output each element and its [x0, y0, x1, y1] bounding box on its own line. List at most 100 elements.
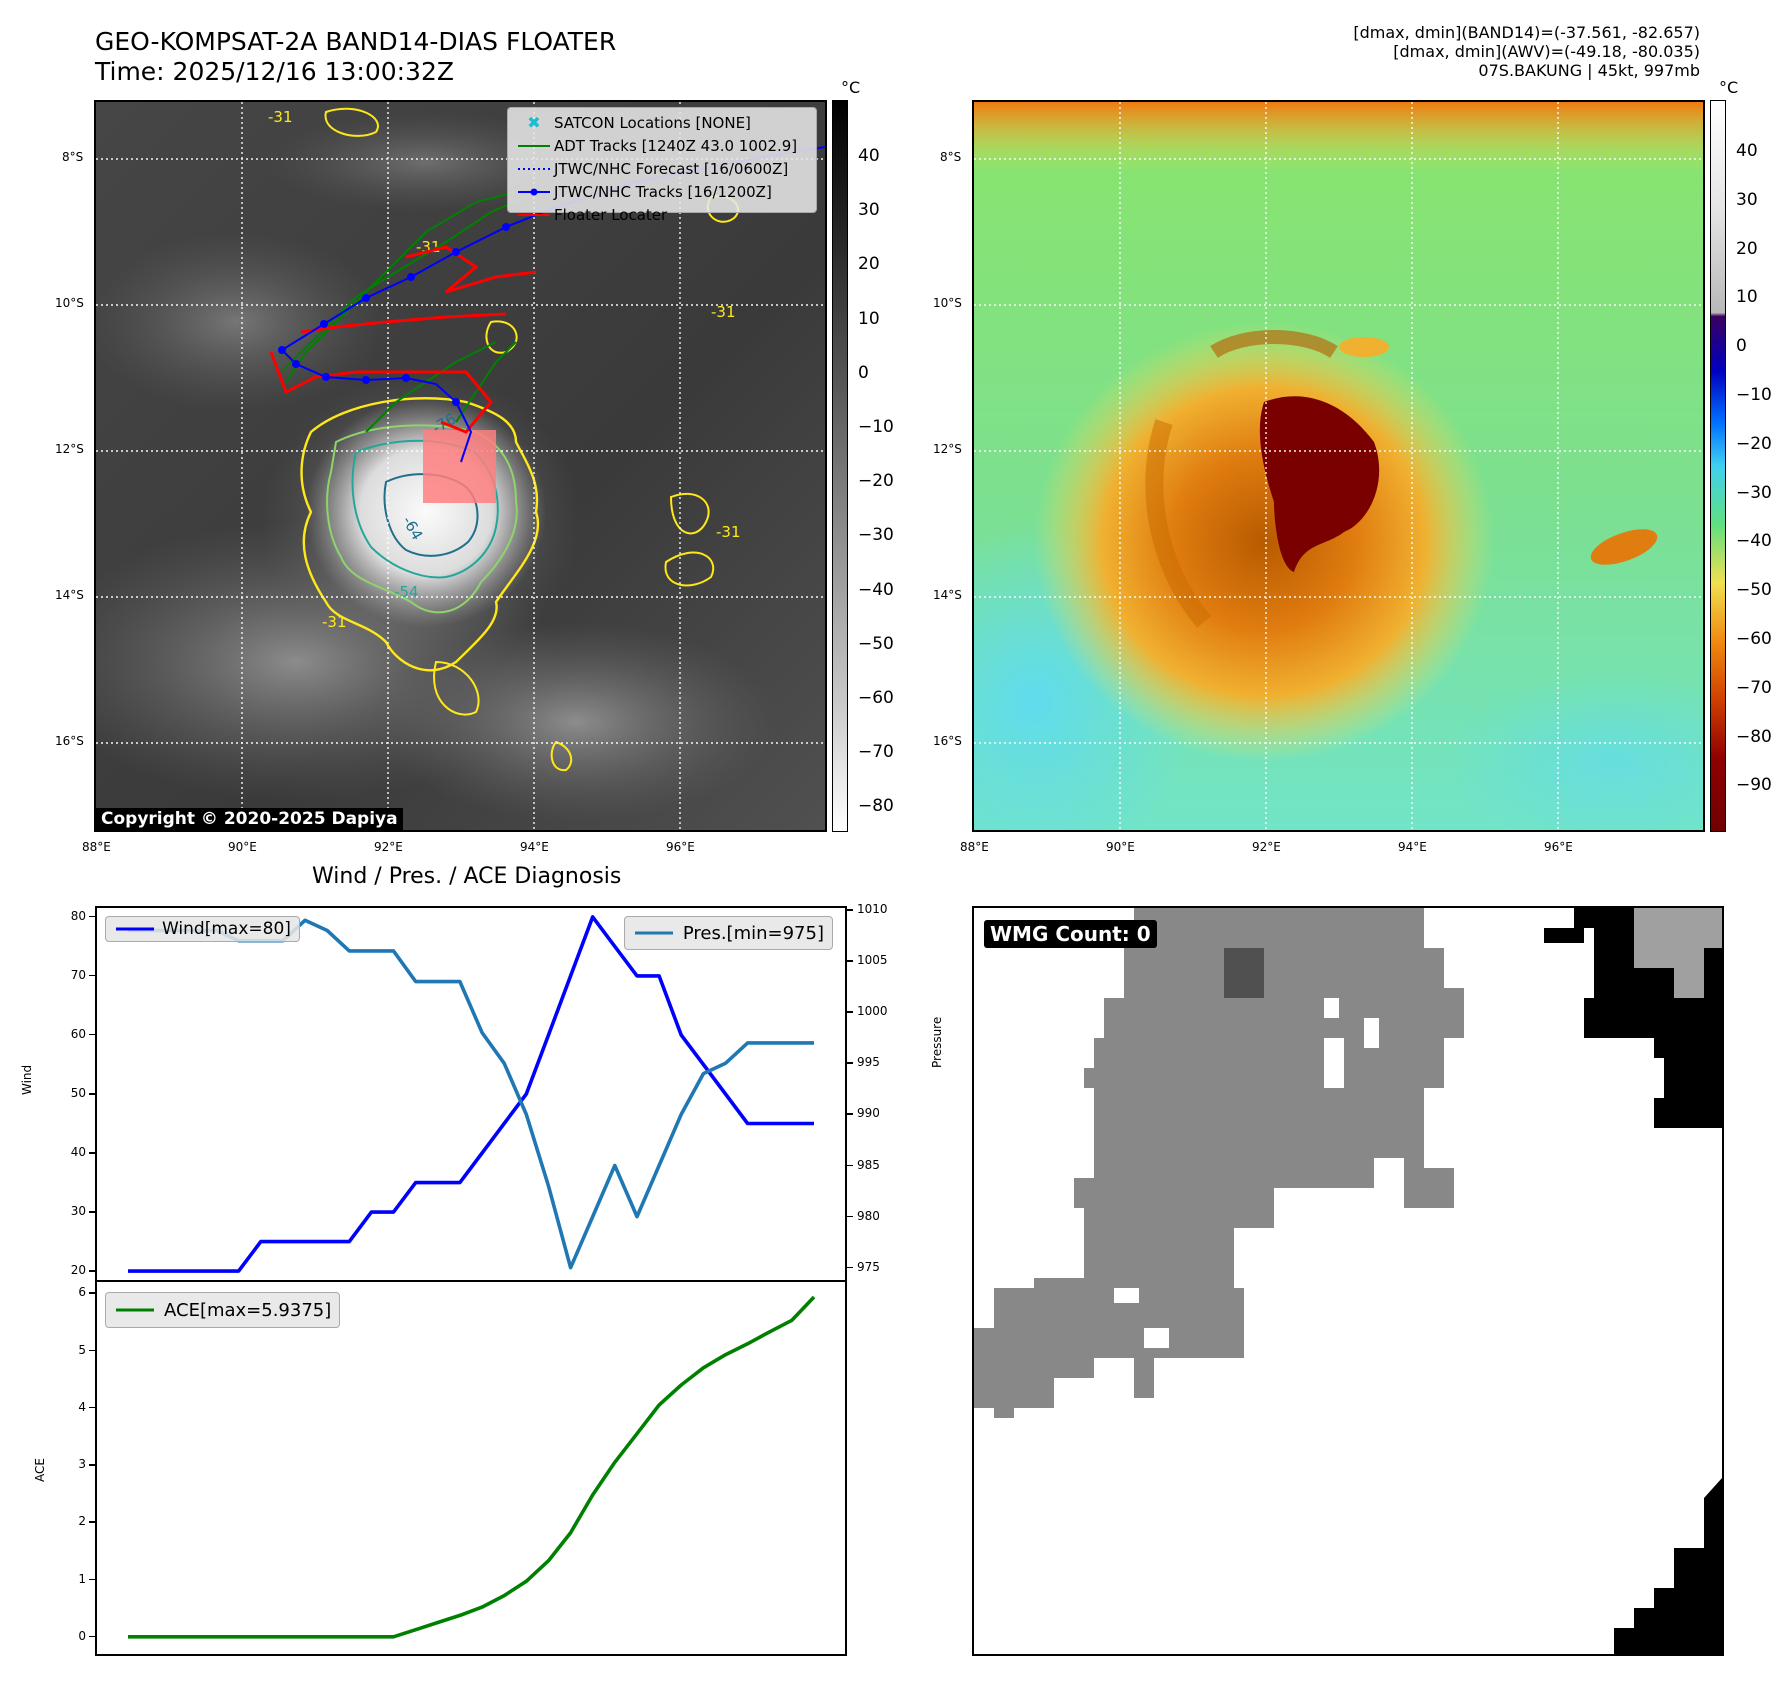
awv-lat-8s: 8°S — [940, 150, 962, 164]
legend-label-jtwc-tracks: JTWC/NHC Tracks [16/1200Z] — [554, 182, 772, 201]
awv-colorbar-tick-12: −80 — [1736, 726, 1772, 747]
pres-y-tick-label-2: 985 — [857, 1157, 880, 1172]
red-line-icon — [518, 213, 550, 216]
wind-y-label: Wind — [20, 1064, 34, 1095]
ir-lon-96e: 96°E — [666, 840, 695, 854]
ace-y-tick-mark-4 — [89, 1406, 95, 1409]
ir-cloud-haze-s — [376, 622, 776, 822]
ir-map-panel: -31 -31 -31 -31 -31 -54 -64 -76 — [94, 100, 827, 832]
ir-cloud-haze-nw — [96, 232, 386, 412]
ir-lon-88e: 88°E — [82, 840, 111, 854]
awv-colorbar-tick-0: 40 — [1736, 141, 1758, 161]
ir-lat-16s: 16°S — [55, 734, 84, 748]
awv-lat-14s: 14°S — [933, 588, 962, 602]
solid-line-icon — [518, 144, 550, 147]
legend-label-jtwc-forecast: JTWC/NHC Forecast [16/0600Z] — [554, 159, 789, 178]
wind-y-tick-mark-2 — [89, 1152, 95, 1154]
wmg-panel: WMG Count: 0 — [972, 906, 1724, 1656]
legend-item-satcon: ✖ SATCON Locations [NONE] — [514, 111, 810, 134]
ir-colorbar-tick-10: −60 — [858, 688, 894, 708]
pres-y-tick-label-5: 1000 — [857, 1004, 888, 1019]
legend-item-adt: ADT Tracks [1240Z 43.0 1002.9] — [514, 134, 810, 157]
pres-y-tick-mark-3 — [847, 1113, 853, 1115]
awv-map-panel — [972, 100, 1705, 832]
pres-y-tick-label-6: 1005 — [857, 953, 888, 968]
awv-map-svg — [974, 102, 1703, 830]
wind-y-tick-mark-6 — [89, 915, 95, 918]
ir-contour-label-4: -31 — [716, 523, 741, 541]
floater-track-1 — [300, 312, 507, 334]
figure-title: GEO-KOMPSAT-2A BAND14-DIAS FLOATER — [95, 27, 617, 56]
ir-colorbar-tick-7: −30 — [858, 525, 894, 546]
wmg-white-hole-5 — [1144, 1328, 1169, 1348]
ace-y-tick-label-4: 4 — [78, 1399, 86, 1414]
legend-label-adt: ADT Tracks [1240Z 43.0 1002.9] — [554, 136, 798, 155]
ace-y-tick-label-0: 0 — [78, 1628, 86, 1643]
awv-lon-90e: 90°E — [1106, 840, 1135, 854]
x-marker-icon: ✖ — [527, 113, 541, 132]
wind-y-tick-label-2: 40 — [70, 1145, 86, 1160]
legend-item-jtwc-forecast: JTWC/NHC Forecast [16/0600Z] — [514, 157, 810, 180]
ir-cloud-haze-n — [266, 112, 586, 212]
pres-y-tick-mark-7 — [847, 909, 853, 911]
ir-lat-10s: 10°S — [55, 296, 84, 310]
pres-y-label: Pressure — [930, 1016, 944, 1068]
pres-legend: Pres.[min=975] — [623, 916, 833, 950]
wind-y-tick-mark-3 — [89, 1093, 95, 1095]
awv-lon-96e: 96°E — [1544, 840, 1573, 854]
floater-locator-box — [423, 430, 496, 503]
ir-lon-94e: 94°E — [520, 840, 549, 854]
awv-colorbar-tick-1: 30 — [1736, 189, 1758, 210]
floater-track-3 — [405, 245, 537, 294]
awv-colorbar-tick-13: −90 — [1736, 775, 1772, 796]
ir-gridlines — [96, 102, 825, 830]
awv-colorbar-tick-10: −60 — [1736, 629, 1772, 649]
awv-moist-band-n — [974, 102, 1703, 172]
ace-y-tick-label-1: 1 — [78, 1571, 86, 1586]
legend-item-floater: Floater Locater — [514, 203, 810, 226]
awv-colorbar-tick-7: −30 — [1736, 482, 1772, 503]
legend-label-floater: Floater Locater — [554, 205, 668, 224]
ir-contour-label-1: -31 — [268, 108, 293, 126]
ir-lat-14s: 14°S — [55, 588, 84, 602]
ir-contour-yellow-cell-e — [669, 492, 710, 535]
ir-contour-yellow-cell-se — [664, 551, 715, 587]
ace-y-tick-mark-1 — [89, 1578, 95, 1581]
jtwc-track-points — [278, 223, 510, 406]
awv-colorbar-tick-6: −20 — [1736, 433, 1772, 454]
ir-contour-label-3: -31 — [711, 303, 736, 321]
pres-y-tick-mark-5 — [847, 1011, 853, 1013]
ir-lat-8s: 8°S — [62, 150, 84, 164]
adt-track-2 — [280, 196, 527, 373]
ace-y-tick-mark-5 — [89, 1349, 95, 1352]
ace-y-tick-label-6: 6 — [78, 1285, 86, 1300]
awv-colorbar-unit: °C — [1719, 78, 1739, 97]
ir-colorbar-tick-5: −10 — [858, 417, 894, 437]
wind-y-tick-label-5: 70 — [70, 967, 86, 982]
wmg-black-patch-small — [1544, 928, 1584, 943]
awv-colorbar-tick-2: 20 — [1736, 238, 1758, 259]
ir-colorbar-unit: °C — [841, 78, 861, 97]
awv-cell-e — [1590, 529, 1658, 565]
adt-track-1 — [285, 191, 517, 383]
adt-track-4 — [455, 341, 517, 423]
dot-line-icon — [518, 188, 550, 195]
pres-y-tick-label-3: 990 — [857, 1106, 880, 1121]
info-block: [dmax, dmin](BAND14)=(-37.561, -82.657) … — [1353, 23, 1700, 80]
pres-legend-label: Pres.[min=975] — [682, 922, 824, 944]
figure-time: Time: 2025/12/16 13:00:32Z — [95, 57, 454, 86]
awv-lat-16s: 16°S — [933, 734, 962, 748]
ir-colorbar-tick-12: −80 — [858, 796, 894, 817]
pressure-series-line — [128, 918, 814, 1270]
ir-colorbar-tick-3: 10 — [858, 308, 880, 329]
ir-contour-yellow-cell-s — [433, 660, 480, 716]
legend-item-jtwc-tracks: JTWC/NHC Tracks [16/1200Z] — [514, 180, 810, 203]
awv-colorbar-tick-3: 10 — [1736, 287, 1758, 308]
awv-colorbar-tick-8: −40 — [1736, 531, 1772, 552]
ace-y-tick-label-3: 3 — [78, 1457, 86, 1472]
awv-lon-88e: 88°E — [960, 840, 989, 854]
awv-colorbar-tick-9: −50 — [1736, 580, 1772, 601]
pres-y-tick-mark-1 — [847, 1215, 853, 1218]
wind-y-tick-mark-0 — [89, 1270, 95, 1272]
awv-gridlines — [974, 102, 1703, 830]
